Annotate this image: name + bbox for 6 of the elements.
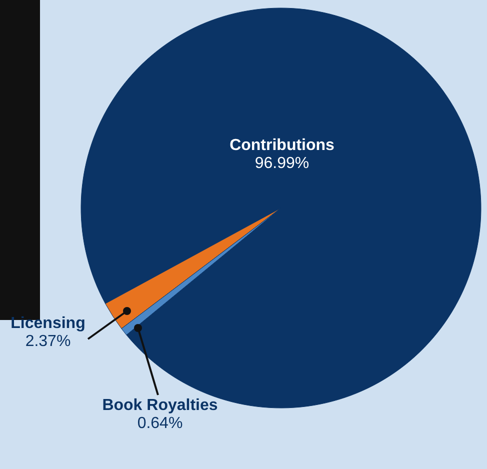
slice-label: Contributions <box>230 137 335 154</box>
data-label: 2.37% <box>25 333 71 350</box>
slice-label: Book Royalties <box>102 397 218 414</box>
data-label: 0.64% <box>137 415 183 432</box>
data-label: 96.99% <box>254 155 310 172</box>
slice-label: Licensing <box>10 315 86 332</box>
